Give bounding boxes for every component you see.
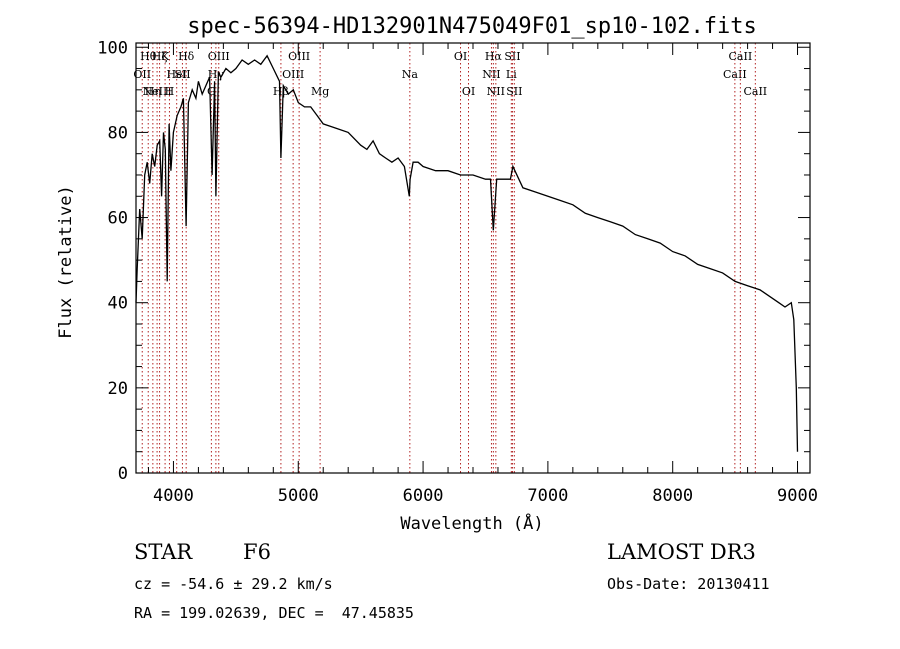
x-axis-ticks: 4000 5000 6000 7000 8000 9000	[147, 43, 818, 506]
line-marker-label-26: CaII	[723, 68, 747, 81]
y-tick-label-3: 60	[108, 209, 128, 229]
y-axis-title: Flux (relative)	[56, 185, 76, 339]
x-tick-label-5: 9000	[777, 486, 818, 506]
object-type: STAR	[134, 540, 193, 564]
survey-name: LAMOST DR3	[607, 540, 756, 564]
y-tick-label-2: 40	[108, 294, 128, 314]
y-tick-label-1: 20	[108, 379, 128, 399]
spectrum-line	[135, 54, 799, 452]
y-tick-label-4: 80	[108, 123, 128, 143]
x-tick-label-2: 6000	[403, 486, 444, 506]
line-marker-label-17: Na	[402, 68, 419, 81]
x-tick-label-3: 7000	[527, 486, 568, 506]
line-marker-label-21: Hα	[485, 50, 503, 63]
line-marker-label-5: K	[161, 50, 170, 63]
line-marker-label-7: HeI	[166, 68, 186, 81]
line-marker-label-20: NII	[482, 68, 500, 81]
line-marker-label-6: H	[165, 85, 175, 98]
line-marker-label-25: SII	[506, 85, 522, 98]
x-axis-title: Wavelength (Å)	[400, 512, 543, 534]
line-marker-label-4: Hζ	[152, 50, 168, 63]
chart-title: spec-56394-HD132901N475049F01_sp10-102.f…	[187, 14, 757, 39]
line-marker-label-16: Mg	[311, 85, 329, 98]
line-marker-label-19: OI	[462, 85, 475, 98]
x-tick-label-4: 8000	[652, 486, 693, 506]
y-axis-ticks: 0 20 40 60 80 100	[97, 38, 810, 484]
line-marker-label-3: NeIII	[143, 85, 172, 98]
plot-frame	[135, 42, 811, 474]
x-tick-label-1: 5000	[278, 486, 319, 506]
line-marker-label-10: G	[207, 85, 216, 98]
object-subclass: F6	[243, 540, 271, 564]
emission-line-markers: OIIHθHηNeIIIHζKHHeISIIHδGHγOIIIHβOIIIOII…	[133, 43, 767, 473]
line-marker-label-11: Hγ	[208, 68, 225, 81]
y-tick-label-5: 100	[97, 38, 128, 58]
line-marker-label-27: CaII	[729, 50, 753, 63]
line-marker-label-22: NII	[487, 85, 505, 98]
line-marker-label-28: CaII	[743, 85, 767, 98]
redshift-text: cz = -54.6 ± 29.2 km/s	[134, 575, 333, 593]
y-tick-label-0: 0	[118, 464, 128, 484]
line-marker-label-18: OI	[454, 50, 467, 63]
line-marker-label-0: OII	[133, 68, 151, 81]
line-marker-label-24: SII	[504, 50, 520, 63]
line-marker-label-15: OIII	[288, 50, 310, 63]
obs-date: Obs-Date: 20130411	[607, 575, 770, 593]
line-marker-label-23: Li	[506, 68, 517, 81]
line-marker-label-12: OIII	[208, 50, 230, 63]
line-marker-label-9: Hδ	[178, 50, 195, 63]
line-marker-label-8: SII	[174, 68, 190, 81]
x-tick-label-0: 4000	[153, 486, 194, 506]
coordinates: RA = 199.02639, DEC = 47.45835	[134, 604, 414, 622]
line-marker-label-14: OIII	[282, 68, 304, 81]
